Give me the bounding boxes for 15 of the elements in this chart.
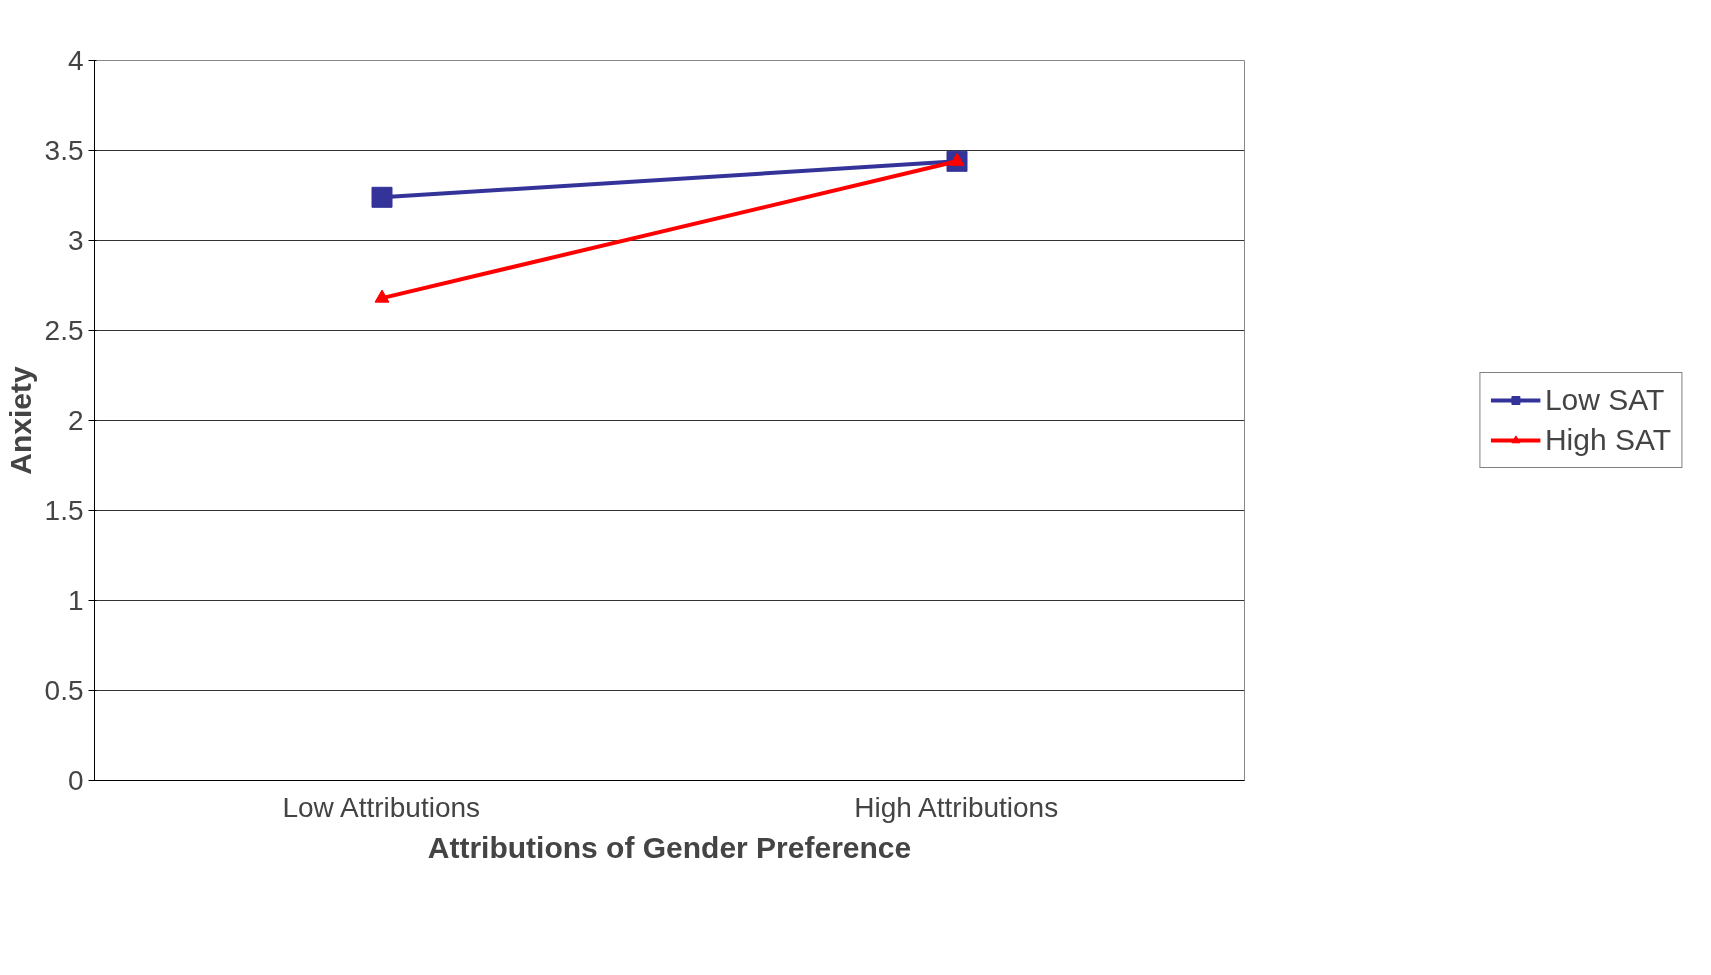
y-tick-label: 0.5: [44, 675, 84, 706]
x-axis-title: Attributions of Gender Preference: [427, 830, 912, 864]
y-tick-label: 3.5: [44, 135, 84, 166]
y-tick-label: 2: [67, 405, 84, 436]
y-tick-label: 0: [67, 765, 84, 796]
y-tick-label: 1.5: [44, 495, 84, 526]
x-tick-label: Low Attributions: [282, 791, 481, 823]
y-axis-title: Anxiety: [3, 366, 37, 475]
y-tick-label: 1: [67, 585, 84, 616]
y-tick-label: 3: [67, 225, 84, 256]
legend-label: Low SAT: [1544, 383, 1665, 417]
y-tick-label: 2.5: [44, 315, 84, 346]
x-tick-label: High Attributions: [854, 791, 1059, 823]
y-tick-label: 4: [67, 45, 84, 76]
legend-label: High SAT: [1544, 423, 1672, 457]
